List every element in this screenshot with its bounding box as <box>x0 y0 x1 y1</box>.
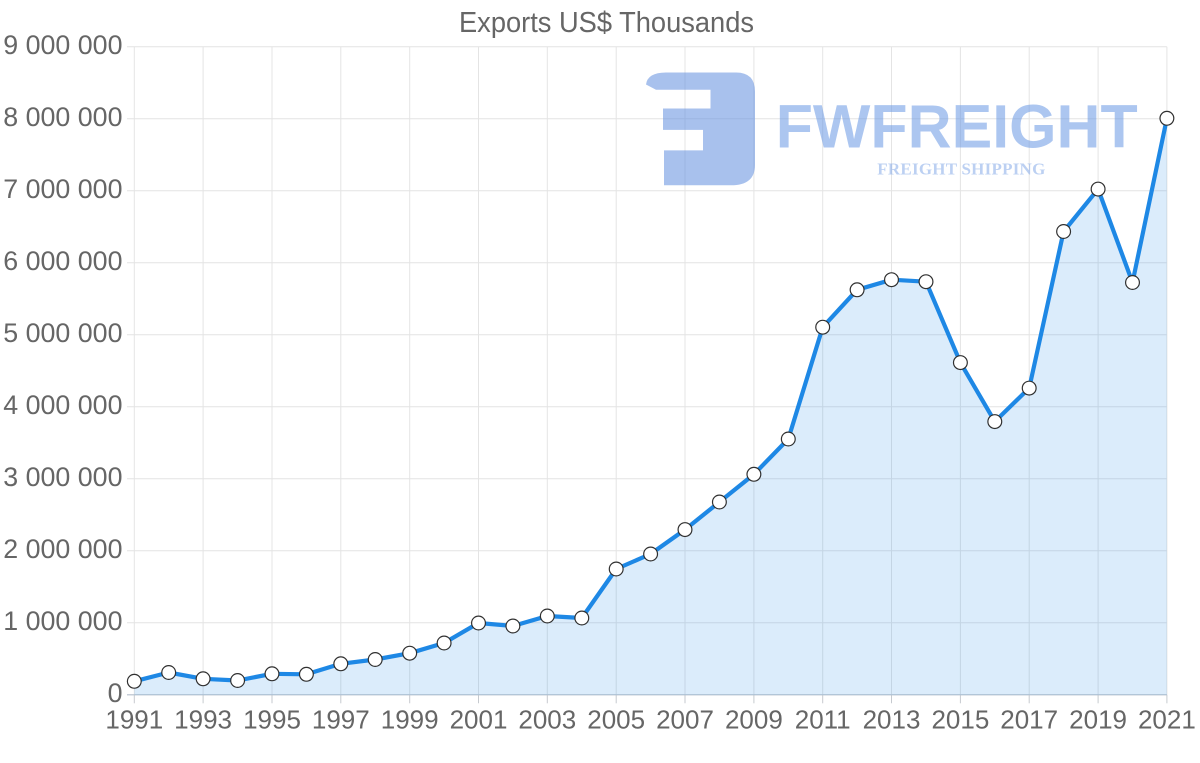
svg-text:2001: 2001 <box>450 705 508 735</box>
svg-text:2003: 2003 <box>518 705 576 735</box>
svg-text:4 000 000: 4 000 000 <box>3 390 122 420</box>
svg-text:2009: 2009 <box>725 705 783 735</box>
svg-text:1999: 1999 <box>381 705 439 735</box>
svg-text:9 000 000: 9 000 000 <box>3 30 122 60</box>
svg-text:0: 0 <box>108 678 123 708</box>
svg-text:2013: 2013 <box>863 705 921 735</box>
svg-text:2005: 2005 <box>587 705 645 735</box>
svg-text:1997: 1997 <box>312 705 370 735</box>
svg-text:7 000 000: 7 000 000 <box>3 174 122 204</box>
svg-text:6 000 000: 6 000 000 <box>3 246 122 276</box>
svg-text:5 000 000: 5 000 000 <box>3 318 122 348</box>
svg-text:8 000 000: 8 000 000 <box>3 102 122 132</box>
svg-text:2007: 2007 <box>656 705 714 735</box>
svg-text:1993: 1993 <box>174 705 232 735</box>
svg-text:2021: 2021 <box>1138 705 1196 735</box>
svg-text:3 000 000: 3 000 000 <box>3 462 122 492</box>
svg-text:FWFREIGHT: FWFREIGHT <box>776 93 1138 162</box>
svg-text:2011: 2011 <box>795 705 851 735</box>
svg-text:2 000 000: 2 000 000 <box>3 534 122 564</box>
svg-text:1 000 000: 1 000 000 <box>3 606 122 636</box>
svg-text:2015: 2015 <box>931 705 989 735</box>
svg-text:FREIGHT SHIPPING: FREIGHT SHIPPING <box>877 160 1047 179</box>
svg-text:2019: 2019 <box>1069 705 1127 735</box>
svg-text:1995: 1995 <box>243 705 301 735</box>
svg-text:Exports US$ Thousands: Exports US$ Thousands <box>459 7 754 39</box>
svg-text:2017: 2017 <box>1000 705 1058 735</box>
svg-text:1991: 1991 <box>105 705 163 735</box>
